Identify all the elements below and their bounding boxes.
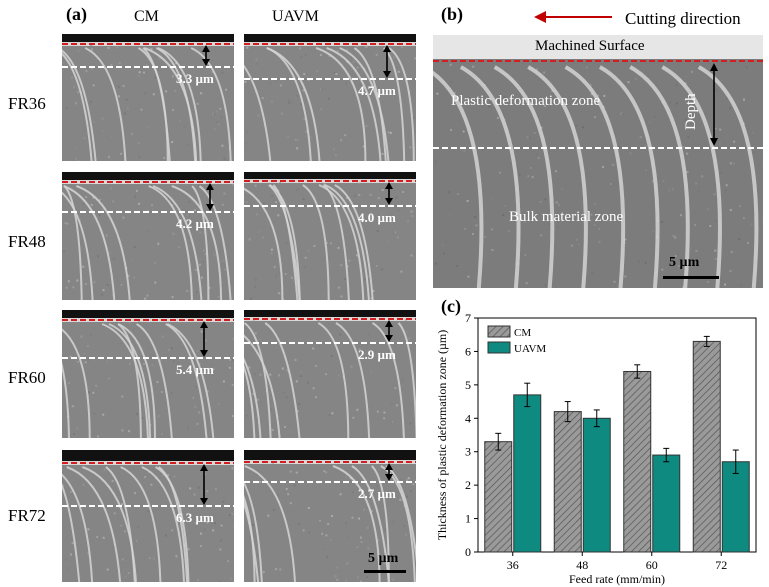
bar-cm-36 [484, 441, 513, 553]
panel-b-label: (b) [441, 4, 463, 24]
depth-value-uavm: 2.7 µm [358, 486, 396, 501]
y-tick-label: 5 [465, 378, 471, 392]
column-header-uavm: UAVM [272, 8, 319, 25]
bar-cm-60 [623, 370, 652, 553]
y-tick-label: 4 [465, 411, 471, 425]
x-axis-label: Feed rate (mm/min) [569, 572, 665, 586]
scale-bar-b [663, 276, 719, 279]
bar-uavm-60 [652, 454, 681, 553]
bar-chart: 0 1 2 3 4 5 6 7 36 48 60 72 CM UAVM Feed rate (mm/min)… [435, 311, 757, 586]
cutting-direction-label: Cutting direction [625, 9, 741, 28]
legend-label-uavm: UAVM [514, 343, 546, 355]
plastic-deformation-zone-label: Plastic deformation zone [451, 93, 601, 109]
depth-value-cm: 6.3 µm [176, 510, 214, 525]
bar-uavm-36 [513, 394, 542, 553]
bar-uavm-48 [582, 417, 611, 553]
x-tick-label: 36 [507, 558, 519, 572]
cutting-direction-arrow [534, 9, 614, 25]
x-tick-label: 48 [576, 558, 588, 572]
row-label-fr60: FR60 [8, 368, 46, 387]
depth-value-uavm: 4.7 µm [358, 83, 396, 98]
scale-bar-label-a: 5 µm [368, 551, 399, 566]
row-label-fr36: FR36 [8, 94, 46, 113]
x-tick-label: 72 [715, 558, 727, 572]
legend-swatch-uavm [487, 341, 511, 354]
depth-value-cm: 3.3 µm [176, 71, 214, 86]
bar-cm-48 [553, 411, 582, 553]
depth-label: Depth [683, 93, 699, 130]
scale-bar-label-b: 5 µm [669, 255, 700, 270]
y-tick-label: 7 [465, 311, 471, 325]
sem-image-cm-fr72: 6.3 µm [62, 450, 234, 582]
y-tick-label: 1 [465, 512, 471, 526]
sem-image-cm-fr36: 3.3 µm [62, 34, 234, 161]
column-header-cm: CM [134, 8, 159, 25]
row-label-fr72: FR72 [8, 506, 46, 525]
sem-image-uavm-fr36: 4.7 µm [244, 34, 416, 161]
sem-image-cm-fr48: 4.2 µm [62, 172, 234, 300]
depth-value-uavm: 4.0 µm [358, 210, 396, 225]
sem-image-panel-b: Machined Surface Plastic deformation zon… [433, 35, 763, 288]
plot-frame [477, 317, 757, 553]
y-axis-label: Thickness of plastic deformation zone (µ… [435, 330, 449, 541]
sem-image-uavm-fr72: 2.7 µm [244, 450, 416, 582]
sem-image-uavm-fr48: 4.0 µm [244, 172, 416, 300]
machined-surface-label: Machined Surface [535, 38, 645, 54]
bulk-material-zone-label: Bulk material zone [509, 209, 624, 225]
legend-swatch-cm [487, 325, 511, 338]
x-tick-label: 60 [646, 558, 658, 572]
scale-bar-a [364, 570, 406, 573]
legend-label-cm: CM [514, 327, 531, 339]
bar-cm-72 [692, 340, 721, 553]
depth-value-cm: 5.4 µm [176, 362, 214, 377]
row-label-fr48: FR48 [8, 232, 46, 251]
sem-image-uavm-fr60: 2.9 µm [244, 310, 416, 438]
sem-image-cm-fr60: 5.4 µm [62, 310, 234, 438]
panel-a-label: (a) [66, 4, 87, 24]
y-tick-label: 6 [465, 344, 471, 358]
y-tick-label: 3 [465, 445, 471, 459]
y-tick-label: 0 [465, 545, 471, 559]
panel-c-label: (c) [441, 296, 461, 316]
depth-value-uavm: 2.9 µm [358, 347, 396, 362]
bar-uavm-72 [721, 461, 750, 553]
y-tick-label: 2 [465, 478, 471, 492]
depth-value-cm: 4.2 µm [176, 216, 214, 231]
